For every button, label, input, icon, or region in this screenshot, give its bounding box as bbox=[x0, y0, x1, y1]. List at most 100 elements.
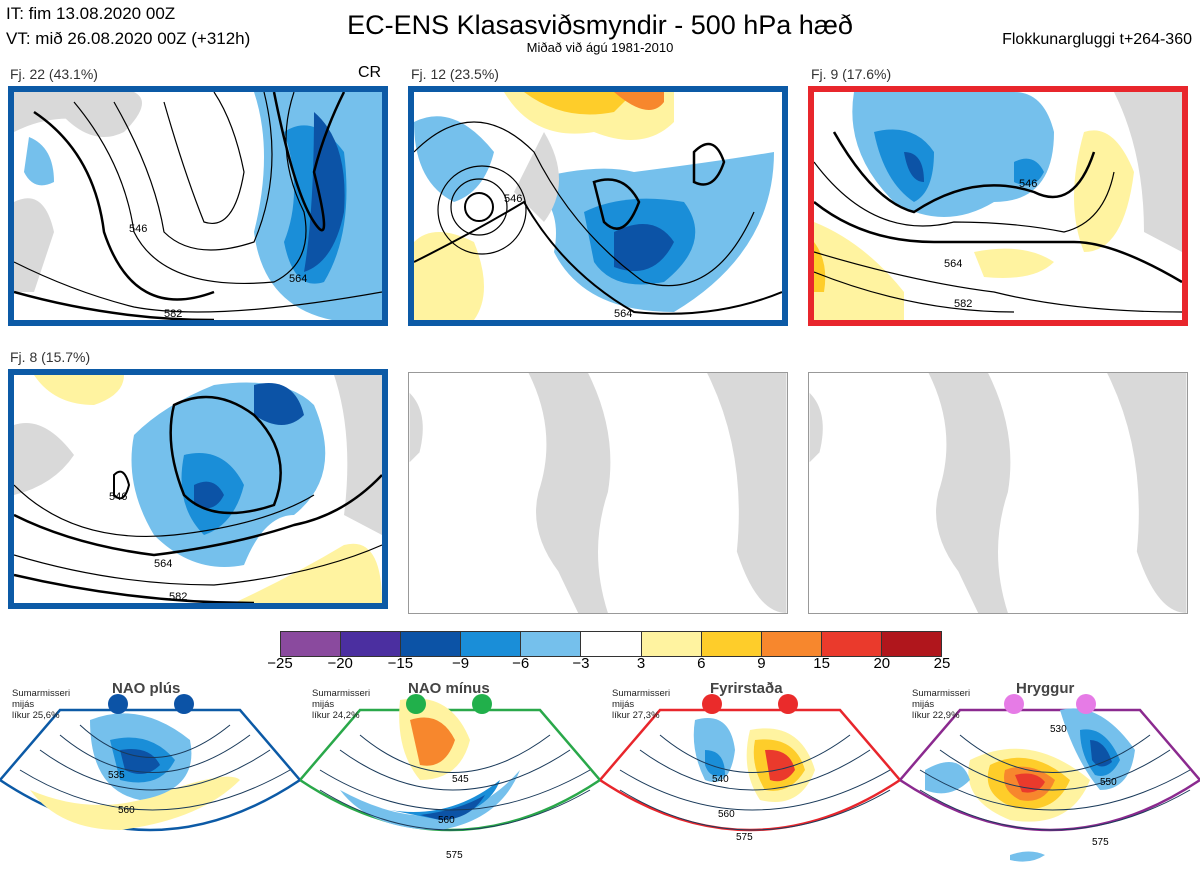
colorbar-tick-label: −15 bbox=[387, 655, 414, 672]
land-area bbox=[44, 92, 142, 137]
anomaly-negative-area bbox=[1090, 740, 1112, 767]
anomaly-negative-area bbox=[614, 224, 674, 272]
anomaly-positive-area bbox=[524, 92, 634, 115]
colorbar-tick-label: −3 bbox=[572, 655, 590, 672]
land-area bbox=[14, 423, 74, 495]
colorbar-tick-label: 25 bbox=[933, 655, 951, 672]
anomaly-positive-area bbox=[1015, 773, 1045, 793]
contour-line bbox=[113, 92, 273, 251]
contour-line bbox=[814, 271, 1015, 313]
anomaly-negative-area bbox=[120, 749, 160, 774]
contour-line bbox=[919, 789, 1191, 831]
contour-line bbox=[14, 484, 315, 538]
contour-label: 582 bbox=[954, 298, 972, 310]
contour-line bbox=[959, 734, 1151, 773]
regime-region: mijás bbox=[12, 699, 35, 710]
cluster-map-1: 546 564 582 bbox=[8, 86, 388, 326]
regime-season: Sumarmisseri bbox=[912, 688, 971, 699]
panel-label-3: Fj. 9 (17.6%) bbox=[811, 66, 892, 82]
land-area bbox=[14, 198, 54, 292]
regime-name: Hryggur bbox=[1016, 680, 1075, 697]
regime-probability: líkur 24,2% bbox=[312, 710, 360, 721]
anomaly-negative-area bbox=[254, 383, 304, 425]
contour-line bbox=[814, 251, 1182, 313]
contour-line bbox=[639, 749, 871, 791]
contour-line bbox=[14, 573, 255, 603]
colorbar-tick-label: 9 bbox=[757, 655, 766, 672]
regime-name: NAO mínus bbox=[408, 680, 490, 697]
land-area bbox=[409, 392, 423, 463]
regime-nao-minus: 545 560 575 NAO mínus Sumarmisseri mijás… bbox=[300, 680, 600, 871]
contour-line bbox=[14, 290, 215, 320]
contour-line bbox=[692, 142, 726, 186]
contour-label: 564 bbox=[289, 273, 307, 285]
panel-label-4: Fj. 8 (15.7%) bbox=[10, 349, 91, 365]
anomaly-positive-area bbox=[30, 776, 240, 830]
panel-label-2: Fj. 12 (23.5%) bbox=[411, 66, 499, 82]
colorbar-tick-label: −6 bbox=[512, 655, 530, 672]
contour-label: 546 bbox=[109, 491, 127, 503]
land-area bbox=[809, 392, 823, 463]
regime-nao-plus-map: 535 560 bbox=[0, 708, 300, 832]
contour-line bbox=[14, 544, 382, 586]
contour-line bbox=[939, 749, 1171, 791]
contour-label: 582 bbox=[169, 591, 187, 603]
anomaly-positive-area bbox=[1074, 130, 1134, 252]
contour-line bbox=[414, 121, 755, 287]
anomaly-negative-area bbox=[420, 795, 485, 820]
land-area bbox=[334, 375, 382, 535]
regime-probability: líkur 27,3% bbox=[612, 710, 660, 721]
contour-label: 546 bbox=[504, 193, 522, 205]
regime-marker bbox=[174, 694, 194, 714]
contour-line bbox=[79, 724, 231, 758]
anomaly-positive-area bbox=[814, 222, 904, 320]
regime-marker bbox=[1004, 694, 1024, 714]
contour-label: 530 bbox=[1050, 724, 1067, 735]
contour-line bbox=[39, 749, 271, 791]
regime-info: Sumarmisseri mijás líkur 27,3% bbox=[612, 688, 670, 721]
colorbar-segment bbox=[761, 632, 822, 656]
anomaly-positive-area bbox=[34, 375, 124, 405]
contour-line bbox=[163, 92, 245, 224]
contour-line bbox=[814, 201, 1182, 284]
anomaly-negative-area bbox=[874, 129, 934, 202]
page-title: EC-ENS Klasasviðsmyndir - 500 hPa hæð bbox=[347, 10, 853, 40]
contour-line bbox=[619, 769, 891, 811]
regime-info: Sumarmisseri mijás líkur 24,2% bbox=[312, 688, 370, 721]
regime-marker bbox=[472, 694, 492, 714]
contour-label: 545 bbox=[452, 774, 469, 785]
contour-label: 560 bbox=[118, 805, 135, 816]
contour-line bbox=[814, 161, 1115, 233]
colorbar-segment bbox=[341, 632, 402, 656]
contour-line bbox=[919, 769, 1191, 811]
contour-line bbox=[14, 261, 382, 313]
colorbar-segment bbox=[821, 632, 882, 656]
regime-nao-minus-map: 545 560 575 bbox=[300, 698, 600, 861]
land-area bbox=[528, 373, 611, 613]
anomaly-negative-area bbox=[904, 152, 924, 182]
anomaly-positive-area bbox=[410, 717, 455, 766]
contour-line bbox=[832, 131, 1096, 214]
contour-label: 564 bbox=[944, 258, 962, 270]
regime-nao-plus: 535 560 NAO plús Sumarmisseri mijás líku… bbox=[0, 680, 300, 871]
colorbar-segment bbox=[581, 632, 642, 656]
cluster-map-3-svg: 546 564 582 bbox=[814, 92, 1182, 320]
anomaly-positive-area bbox=[814, 242, 826, 292]
contour-label: 575 bbox=[1092, 837, 1109, 848]
contour-label: 560 bbox=[718, 809, 735, 820]
contour-line bbox=[339, 749, 571, 791]
cluster-map-2-svg: 546 564 bbox=[414, 92, 782, 320]
contour-line bbox=[73, 92, 307, 285]
page-subtitle: Miðað við ágú 1981-2010 bbox=[526, 40, 674, 55]
contour-line bbox=[59, 734, 251, 773]
contour-label: 582 bbox=[164, 308, 182, 320]
anomaly-negative-area bbox=[340, 770, 520, 830]
colorbar-tick-label: 20 bbox=[873, 655, 891, 672]
empty-map-6-svg bbox=[809, 373, 1187, 613]
regime-marker bbox=[778, 694, 798, 714]
contour-line bbox=[14, 474, 382, 557]
regime-blocking: 540 560 575 Fyrirstaða Sumarmisseri mijá… bbox=[600, 680, 900, 871]
colorbar-tick-label: 6 bbox=[697, 655, 706, 672]
regime-marker bbox=[108, 694, 128, 714]
anomaly-negative-area bbox=[1010, 851, 1045, 862]
